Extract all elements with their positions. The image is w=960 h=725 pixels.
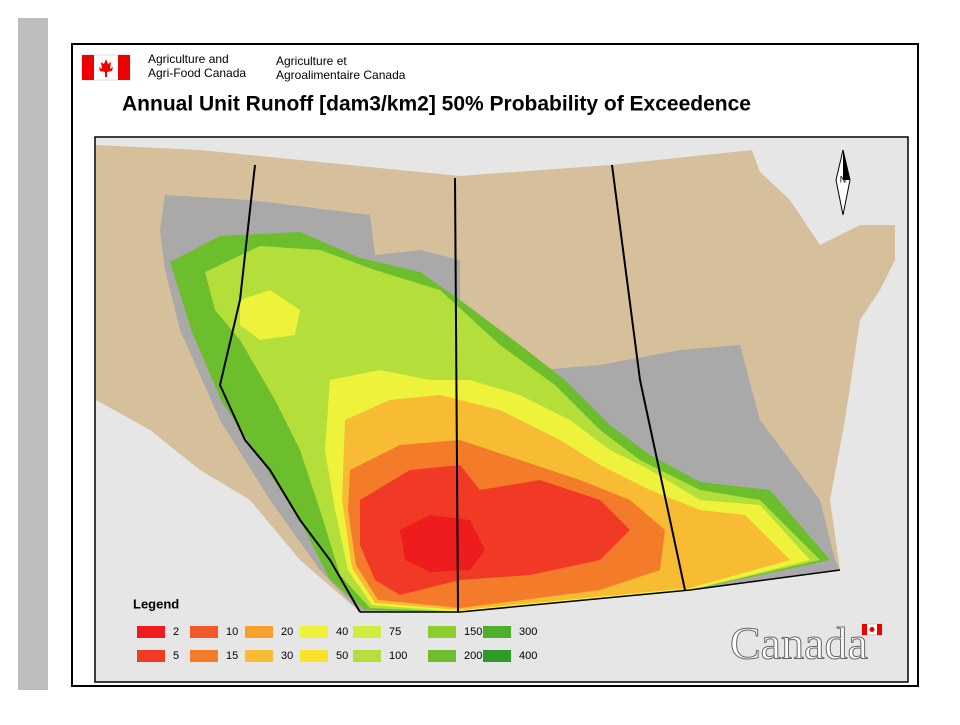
legend-label: 400 <box>519 650 537 662</box>
runoff-zone <box>240 290 300 340</box>
org-fr: Agroalimentaire Canada <box>276 68 406 82</box>
wordmark: Canada <box>730 617 883 669</box>
legend-title: Legend <box>133 596 179 611</box>
legend-label: 10 <box>226 626 238 638</box>
legend-label: 300 <box>519 626 537 638</box>
legend: Legend 2 5 10 15 20 30 40 50 75 100 150 200 300 400 <box>133 596 537 662</box>
header-flag <box>81 54 131 81</box>
province-border <box>454 177 459 613</box>
legend-swatch <box>190 626 218 638</box>
legend-label: 15 <box>226 650 238 662</box>
legend-swatch <box>300 626 328 638</box>
legend-label: 200 <box>464 650 482 662</box>
org-en: Agriculture and <box>148 52 229 66</box>
legend-swatch <box>245 626 273 638</box>
legend-label: 2 <box>173 626 179 638</box>
map: N <box>94 136 909 683</box>
legend-label: 150 <box>464 626 482 638</box>
legend-label: 50 <box>336 650 348 662</box>
side-bar <box>18 18 48 690</box>
legend-swatch <box>353 650 381 662</box>
map-title: Annual Unit Runoff [dam3/km2] 50% Probab… <box>122 93 751 116</box>
legend-swatch <box>300 650 328 662</box>
compass: N <box>835 149 851 216</box>
canada-wordmark: Canada <box>730 618 868 669</box>
legend-label: 100 <box>389 650 407 662</box>
province-border <box>611 164 686 591</box>
legend-label: 30 <box>281 650 293 662</box>
org-fr: Agriculture et <box>276 54 347 68</box>
legend-swatch <box>137 650 165 662</box>
legend-swatch <box>245 650 273 662</box>
org-en: Agri-Food Canada <box>148 66 246 80</box>
legend-label: 20 <box>281 626 293 638</box>
compass-label: N <box>840 174 847 184</box>
legend-label: 75 <box>389 626 401 638</box>
province-border <box>218 164 361 613</box>
legend-swatch <box>353 626 381 638</box>
national-border <box>360 569 841 613</box>
legend-swatch <box>428 626 456 638</box>
legend-label: 5 <box>173 650 179 662</box>
legend-label: 40 <box>336 626 348 638</box>
legend-swatch <box>190 650 218 662</box>
legend-swatch <box>483 626 511 638</box>
legend-swatch <box>428 650 456 662</box>
legend-swatch <box>137 626 165 638</box>
legend-swatch <box>483 650 511 662</box>
runoff-zone <box>400 515 485 572</box>
